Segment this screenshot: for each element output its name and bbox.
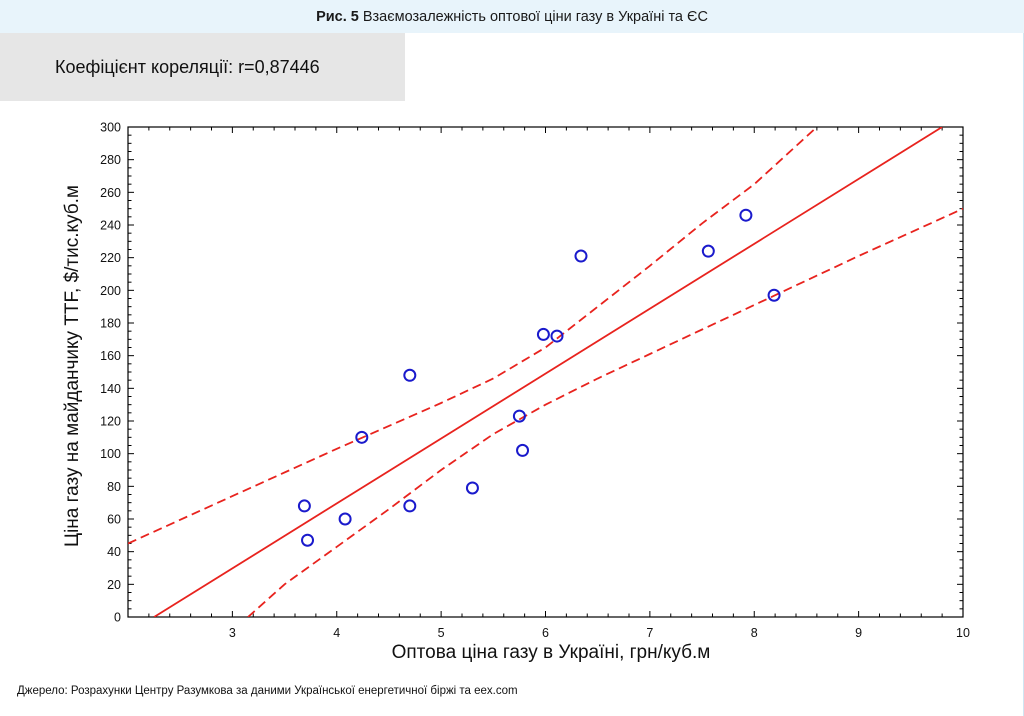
- points-layer: [297, 208, 781, 547]
- y-tick-label: 260: [100, 186, 121, 200]
- y-tick-label: 180: [100, 317, 121, 331]
- plot-frame: [127, 126, 964, 618]
- y-tick-label: 160: [100, 349, 121, 363]
- data-point: [767, 288, 781, 302]
- y-tick-label: 0: [114, 611, 121, 625]
- y-tick-label: 60: [107, 513, 121, 527]
- data-point: [516, 443, 530, 457]
- figure-title-text: Взаємозалежність оптової ціни газу в Укр…: [362, 8, 708, 25]
- x-tick-label: 5: [438, 626, 445, 640]
- correlation-text: Коефіцієнт кореляції: r=0,87446: [55, 56, 320, 77]
- x-tick-label: 4: [333, 626, 340, 640]
- axes-layer: 3 4 5 6 7 8 9 100204060801001201401601802002202…: [100, 121, 970, 641]
- data-point: [301, 533, 315, 547]
- figure-title: Рис. 5 Взаємозалежність оптової ціни газ…: [0, 0, 1024, 33]
- y-tick-label: 100: [100, 447, 121, 461]
- data-point: [550, 329, 564, 343]
- regression-line: [153, 127, 943, 617]
- y-tick-label: 280: [100, 153, 121, 167]
- data-point: [512, 409, 526, 423]
- y-tick-label: 300: [100, 121, 121, 135]
- y-tick-label: 80: [107, 480, 121, 494]
- y-tick-label: 120: [100, 415, 121, 429]
- lines-layer: [128, 127, 963, 617]
- x-tick-label: 8: [751, 626, 758, 640]
- y-tick-label: 20: [107, 578, 121, 592]
- confidence-band-upper: [128, 127, 818, 545]
- data-point: [536, 327, 550, 341]
- data-point: [355, 430, 369, 444]
- data-point: [403, 499, 417, 513]
- x-tick-label: 9: [855, 626, 862, 640]
- data-point: [701, 244, 715, 258]
- source-note: Джерело: Розрахунки Центру Разумкова за …: [17, 685, 518, 697]
- correlation-box: Коефіцієнт кореляції: r=0,87446: [0, 33, 405, 101]
- x-tick-label: 10: [956, 626, 970, 640]
- data-point: [465, 481, 479, 495]
- x-tick-label: 3: [229, 626, 236, 640]
- figure-label: Рис. 5: [316, 8, 359, 25]
- y-tick-label: 200: [100, 284, 121, 298]
- x-tick-label: 7: [646, 626, 653, 640]
- y-tick-label: 220: [100, 251, 121, 265]
- data-point: [574, 249, 588, 263]
- data-point: [338, 512, 352, 526]
- x-axis-label: Оптова ціна газу в Україні, грн/куб.м: [392, 642, 711, 663]
- data-point: [297, 499, 311, 513]
- y-tick-label: 40: [107, 545, 121, 559]
- x-tick-label: 6: [542, 626, 549, 640]
- y-tick-label: 140: [100, 382, 121, 396]
- y-axis-label: Ціна газу на майданчику TTF, $/тис.куб.м: [62, 185, 83, 547]
- data-point: [403, 368, 417, 382]
- data-point: [739, 208, 753, 222]
- confidence-band-lower: [247, 207, 963, 617]
- y-tick-label: 240: [100, 219, 121, 233]
